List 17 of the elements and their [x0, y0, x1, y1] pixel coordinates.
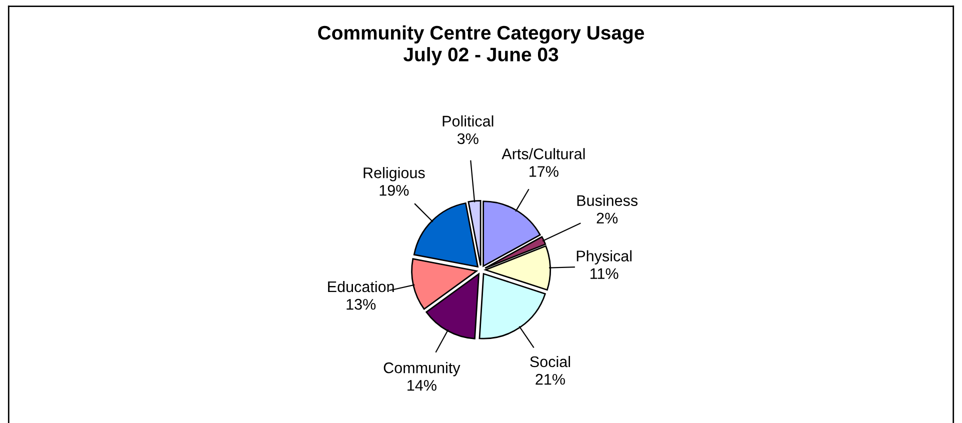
slice-label: Religious: [364, 167, 425, 182]
chart-title: Community Centre Category Usage July 02 - June 03: [318, 25, 644, 66]
data-label: 2%: [596, 212, 618, 224]
slice-label: Political: [442, 115, 494, 127]
slice-label: Arts/Cultural: [502, 148, 585, 160]
slice-label: Physical: [576, 250, 632, 264]
data-label: 17%: [530, 166, 558, 177]
slice-label: Education: [328, 280, 394, 292]
data-label: 21%: [536, 374, 565, 385]
data-label: 19%: [380, 184, 409, 196]
slice-label: Business: [577, 194, 638, 206]
data-label: 11%: [590, 268, 618, 279]
data-label: 3%: [457, 133, 478, 144]
slice-label: Social: [530, 356, 570, 368]
data-label: 13%: [346, 298, 376, 310]
data-label: 14%: [408, 380, 436, 391]
slice-label: Community: [384, 362, 460, 376]
